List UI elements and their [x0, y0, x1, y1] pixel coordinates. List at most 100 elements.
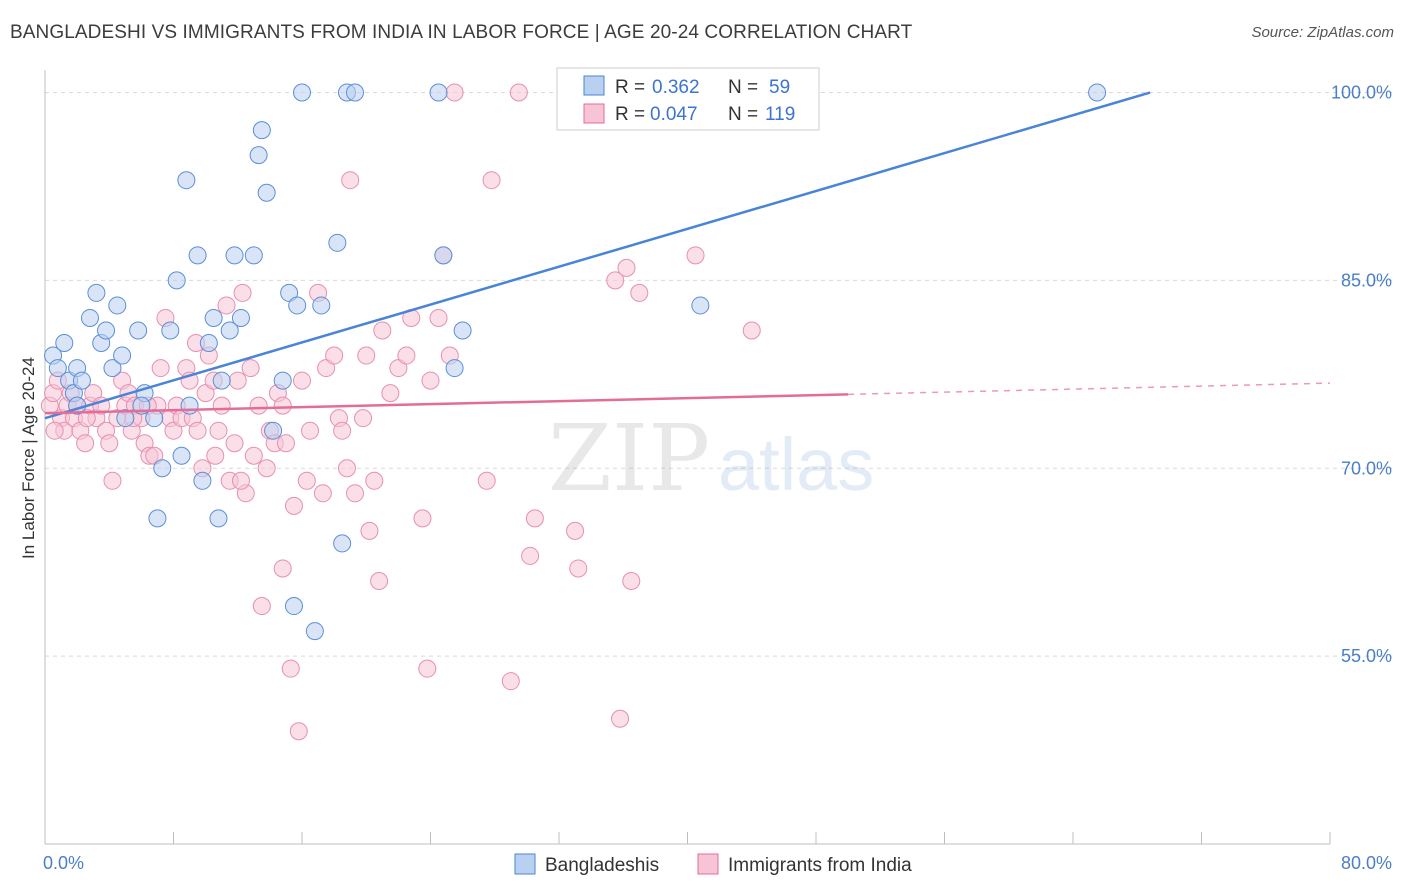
legend-r-value-pink: 0.047 — [650, 104, 698, 125]
x-tick-label-min: 0.0% — [43, 853, 84, 873]
point-bangladeshi — [180, 396, 199, 415]
legend-swatch-blue — [583, 75, 605, 96]
point-india — [525, 509, 544, 528]
point-india — [100, 434, 119, 453]
point-india — [103, 471, 122, 490]
point-india — [341, 171, 360, 190]
point-bangladeshi — [199, 334, 218, 353]
point-bangladeshi — [312, 296, 331, 315]
legend-swatch-pink — [583, 103, 605, 124]
point-india — [284, 496, 303, 515]
point-india — [418, 659, 437, 678]
point-india — [501, 672, 520, 691]
point-india — [617, 258, 636, 277]
point-bangladeshi — [209, 509, 228, 528]
point-bangladeshi — [113, 346, 132, 365]
trendline-bangladeshi — [44, 91, 1151, 420]
point-india — [611, 709, 630, 728]
point-bangladeshi — [333, 534, 352, 553]
point-bangladeshi — [167, 271, 186, 290]
point-bangladeshi — [445, 359, 464, 378]
point-india — [373, 321, 392, 340]
point-india — [325, 346, 344, 365]
point-bangladeshi — [434, 246, 453, 265]
point-india — [365, 471, 384, 490]
point-bangladeshi — [220, 321, 239, 340]
point-india — [276, 434, 295, 453]
point-bangladeshi — [172, 446, 191, 465]
point-india — [281, 659, 300, 678]
point-bangladeshi — [346, 83, 365, 102]
point-india — [289, 722, 308, 741]
point-india — [241, 359, 260, 378]
point-bangladeshi — [103, 359, 122, 378]
point-bangladeshi — [288, 296, 307, 315]
point-india — [509, 83, 528, 102]
point-india — [686, 246, 705, 265]
point-india — [301, 421, 320, 440]
point-bangladeshi — [257, 183, 276, 202]
point-india — [151, 359, 170, 378]
point-bangladeshi — [429, 83, 448, 102]
point-india — [212, 396, 231, 415]
point-bangladeshi — [204, 308, 223, 327]
point-bangladeshi — [72, 371, 91, 390]
watermark-atlas: atlas — [718, 423, 874, 506]
point-india — [293, 371, 311, 390]
legend-r-label-blue: R = — [615, 77, 645, 98]
bottom-legend-swatch-blue — [514, 853, 536, 875]
point-india — [381, 384, 400, 403]
point-india — [521, 546, 540, 565]
point-india — [421, 371, 440, 390]
point-india — [233, 283, 252, 302]
point-india — [188, 421, 207, 440]
point-india — [354, 409, 373, 428]
point-bangladeshi — [177, 171, 196, 190]
point-bangladeshi — [87, 283, 106, 302]
point-india — [333, 421, 352, 440]
y-tick-label: 100.0% — [1331, 83, 1392, 103]
point-india — [228, 371, 247, 390]
legend-n-label-pink: N = — [728, 104, 758, 125]
y-axis-title: In Labor Force | Age 20-24 — [19, 357, 38, 559]
point-bangladeshi — [691, 296, 710, 315]
point-bangladeshi — [116, 409, 135, 428]
point-bangladeshi — [148, 509, 167, 528]
point-india — [249, 396, 268, 415]
watermark-zip: ZIP — [548, 405, 710, 512]
series-legend: Bangladeshis Immigrants from India — [514, 853, 912, 876]
y-tick-label: 85.0% — [1341, 270, 1392, 290]
point-india — [360, 521, 379, 540]
point-bangladeshi — [328, 233, 347, 252]
point-bangladeshi — [212, 371, 231, 390]
point-bangladeshi — [108, 296, 127, 315]
point-india — [273, 559, 292, 578]
y-tick-label: 70.0% — [1341, 458, 1392, 478]
point-bangladeshi — [80, 308, 99, 327]
point-bangladeshi — [193, 471, 212, 490]
point-bangladeshi — [231, 308, 250, 327]
point-india — [209, 421, 228, 440]
point-bangladeshi — [1088, 83, 1107, 102]
point-india — [482, 171, 501, 190]
point-india — [337, 459, 356, 478]
point-india — [273, 396, 292, 415]
point-india — [297, 471, 316, 490]
point-india — [622, 571, 641, 590]
point-india — [225, 434, 244, 453]
point-india — [313, 484, 332, 503]
point-india — [77, 409, 96, 428]
trendline-india-extension — [848, 382, 1331, 396]
point-india — [370, 571, 389, 590]
point-bangladeshi — [252, 121, 271, 140]
point-india — [477, 471, 496, 490]
point-india — [206, 446, 225, 465]
chart-title: BANGLADESHI VS IMMIGRANTS FROM INDIA IN … — [10, 22, 913, 43]
watermark: ZIP atlas — [548, 405, 874, 512]
point-india — [397, 346, 416, 365]
source-label: Source: ZipAtlas.com — [1251, 24, 1394, 41]
point-india — [569, 559, 588, 578]
bottom-legend-label-blue: Bangladeshis — [545, 855, 659, 876]
point-bangladeshi — [305, 622, 324, 641]
legend-r-label-pink: R = — [615, 104, 645, 125]
